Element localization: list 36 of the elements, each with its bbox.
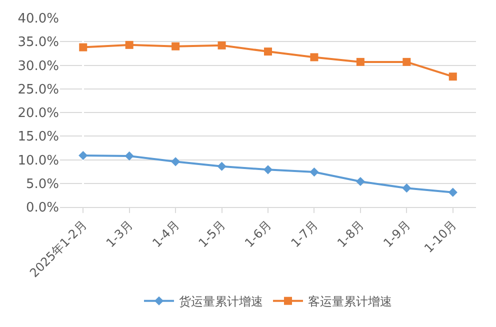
x-tick-label: 1-7月 (288, 218, 321, 250)
y-tick-label: 35.0% (18, 35, 59, 50)
point (402, 58, 411, 66)
y-tick-label: 0.0% (26, 200, 59, 216)
x-tick-label: 1-9月 (380, 218, 414, 250)
point (78, 150, 88, 160)
point (79, 43, 88, 52)
point (125, 40, 134, 49)
y-tick-label: 40.0% (18, 12, 59, 27)
point (448, 188, 458, 197)
y-tick-label: 20.0% (18, 106, 59, 122)
x-tick-label: 1-6月 (242, 218, 274, 250)
y-tick-label: 30.0% (18, 58, 59, 74)
point (217, 162, 226, 171)
point (172, 42, 180, 50)
point (356, 176, 365, 186)
x-tick-label: 1-5月 (196, 218, 228, 250)
y-tick-label: 5.0% (26, 176, 59, 192)
legend-label: 货运量累计增速 (179, 294, 263, 309)
point (402, 184, 412, 193)
x-tick-label: 1-3月 (103, 218, 136, 250)
point (448, 72, 457, 81)
point (171, 157, 180, 166)
point (218, 41, 226, 50)
point (264, 48, 272, 56)
point (310, 53, 318, 62)
point (124, 151, 134, 161)
y-tick-label: 15.0% (18, 130, 59, 145)
point (310, 167, 319, 177)
point (356, 58, 364, 66)
x-tick-label: 1-8月 (334, 218, 367, 250)
y-tick-label: 10.0% (18, 153, 59, 168)
y-tick-label: 25.0% (18, 82, 59, 98)
legend-label: 客运量累计增速 (308, 294, 392, 309)
point (263, 165, 273, 174)
x-tick-label: 1-4月 (150, 218, 182, 250)
